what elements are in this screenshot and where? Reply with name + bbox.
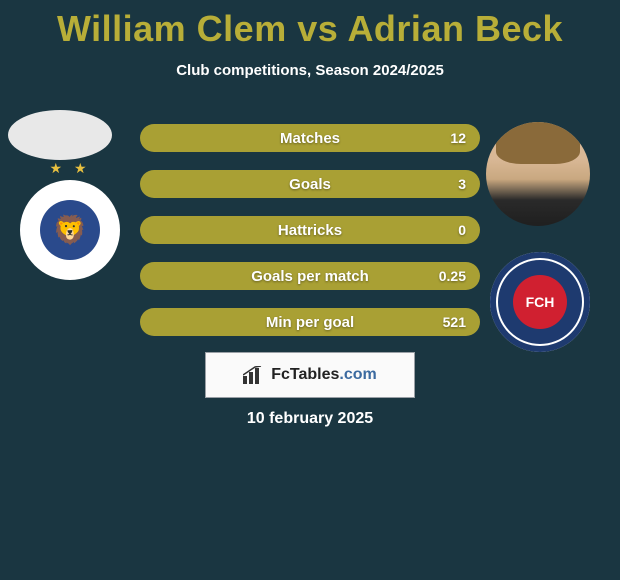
stat-value: 0 xyxy=(458,222,466,238)
logo-brand: FcTables xyxy=(271,366,339,383)
snapshot-date: 10 february 2025 xyxy=(0,410,620,428)
player2-avatar xyxy=(486,122,590,226)
stat-bars: Matches 12 Goals 3 Hattricks 0 Goals per… xyxy=(140,124,480,354)
stat-label: Goals xyxy=(289,176,331,193)
stat-bar-gpm: Goals per match 0.25 xyxy=(140,262,480,290)
stat-bar-hattricks: Hattricks 0 xyxy=(140,216,480,244)
player2-club-crest: FCH xyxy=(490,252,590,352)
stat-value: 3 xyxy=(458,176,466,192)
player2-name: Adrian Beck xyxy=(347,8,563,49)
logo-domain: .com xyxy=(339,366,376,383)
stat-value: 0.25 xyxy=(439,268,466,284)
source-logo-text: FcTables.com xyxy=(271,366,377,384)
stat-label: Matches xyxy=(280,130,340,147)
crest-lion-icon: 🦁 xyxy=(53,214,88,247)
stat-label: Min per goal xyxy=(266,314,354,331)
stat-label: Goals per match xyxy=(251,268,369,285)
stat-value: 12 xyxy=(450,130,466,146)
subtitle: Club competitions, Season 2024/2025 xyxy=(0,62,620,79)
vs-separator: vs xyxy=(297,8,338,49)
stat-bar-goals: Goals 3 xyxy=(140,170,480,198)
crest-ball-text: FCH xyxy=(513,275,567,329)
bar-chart-icon xyxy=(243,366,265,384)
player1-name: William Clem xyxy=(57,8,287,49)
stat-bar-mpg: Min per goal 521 xyxy=(140,308,480,336)
crest-stars-icon: ★ ★ xyxy=(50,160,91,177)
stat-label: Hattricks xyxy=(278,222,342,239)
player1-club-crest: ★ ★ 🦁 xyxy=(20,180,120,280)
source-logo[interactable]: FcTables.com xyxy=(205,352,415,398)
stat-bar-matches: Matches 12 xyxy=(140,124,480,152)
player1-avatar xyxy=(8,110,112,160)
comparison-title: William Clem vs Adrian Beck xyxy=(0,0,620,50)
stat-value: 521 xyxy=(443,314,466,330)
